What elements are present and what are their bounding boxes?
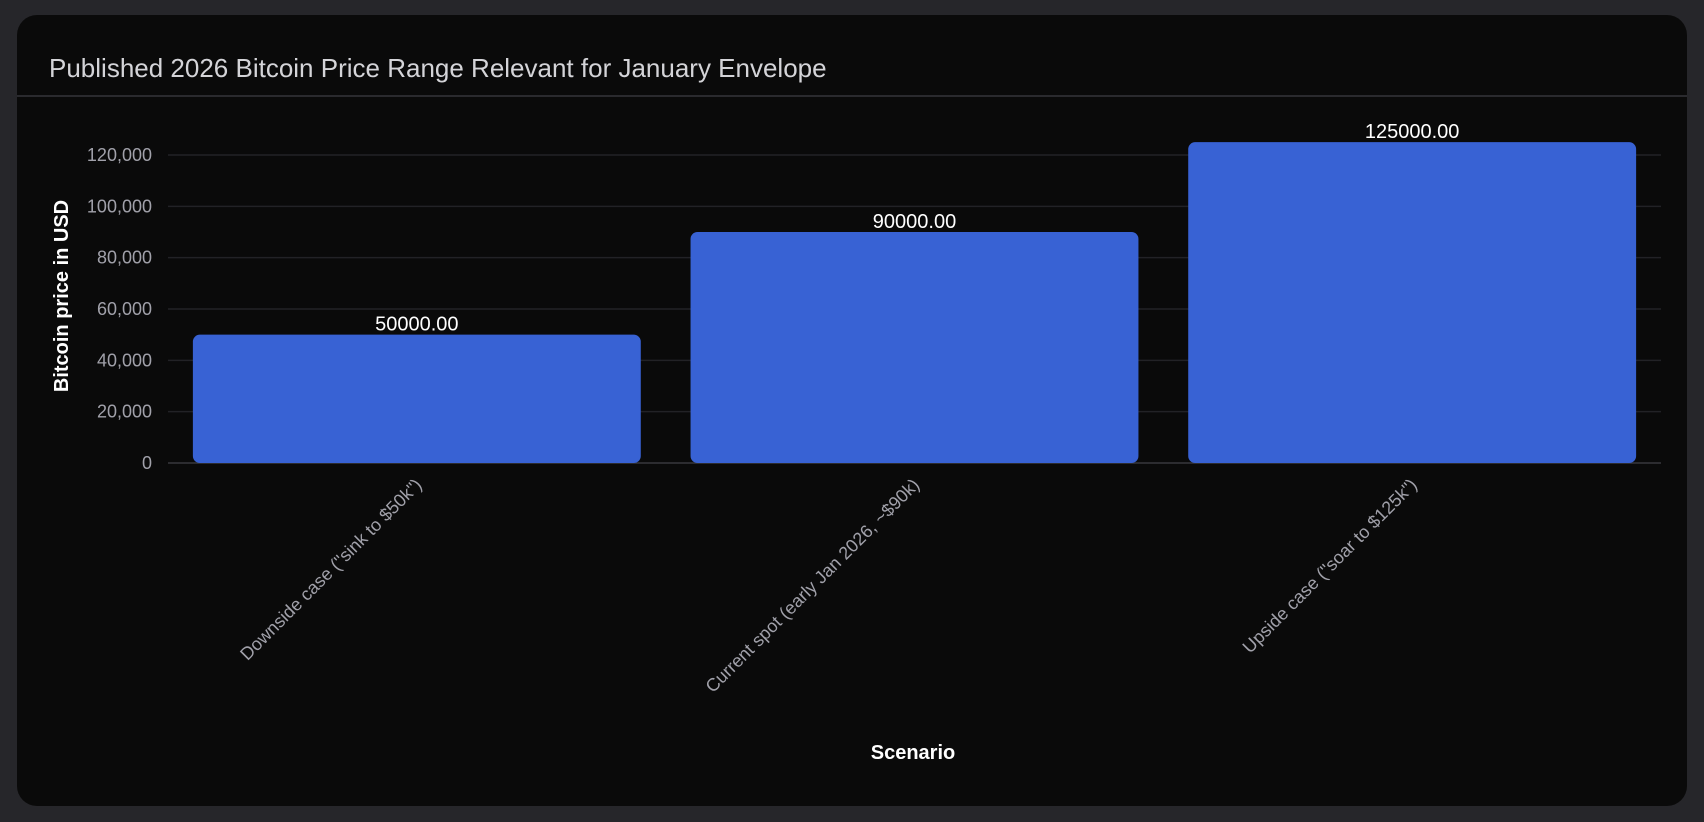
x-tick-label: Upside case ("soar to $125k") (1239, 475, 1421, 657)
x-tick-label: Downside case ("sink to $50k") (236, 475, 425, 664)
y-tick-label: 60,000 (97, 299, 152, 319)
bar (192, 334, 641, 463)
y-axis-label: Bitcoin price in USD (51, 200, 73, 392)
y-tick-label: 20,000 (97, 402, 152, 422)
data-label: 125000.00 (1365, 121, 1460, 143)
y-tick-label: 0 (142, 453, 152, 473)
bar (1188, 142, 1637, 463)
bar (690, 232, 1139, 463)
x-tick-label: Current spot (early Jan 2026, ~$90k) (702, 475, 924, 697)
data-label: 90000.00 (873, 211, 956, 233)
data-label: 50000.00 (375, 314, 458, 336)
y-tick-label: 40,000 (97, 350, 152, 370)
x-axis-label: Scenario (871, 742, 955, 764)
y-tick-label: 120,000 (87, 145, 152, 165)
chart-title: Published 2026 Bitcoin Price Range Relev… (49, 53, 827, 83)
y-tick-label: 80,000 (97, 248, 152, 268)
y-tick-label: 100,000 (87, 196, 152, 216)
divider (17, 95, 1687, 97)
